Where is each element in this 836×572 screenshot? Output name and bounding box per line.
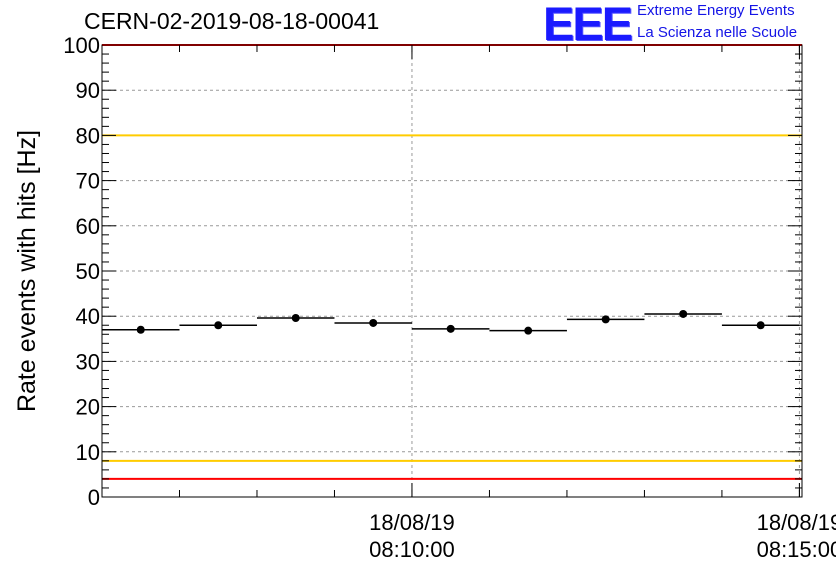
y-tick-label: 50	[76, 259, 100, 284]
data-point	[291, 314, 300, 323]
y-tick-label: 30	[76, 349, 100, 374]
reference-lines	[102, 44, 802, 480]
x-tick-label-date: 18/08/19	[369, 510, 455, 535]
data-point	[214, 321, 223, 330]
y-tick-label: 40	[76, 304, 100, 329]
y-tick-label: 100	[63, 33, 100, 58]
data-series	[102, 309, 800, 335]
logo-subtitle-2: La Scienza nelle Scuole	[637, 24, 798, 41]
data-point	[524, 326, 533, 335]
y-tick-label: 0	[88, 485, 100, 510]
x-tick-label-date: 18/08/19	[757, 510, 836, 535]
y-tick-label: 80	[76, 123, 100, 148]
data-point	[756, 321, 765, 330]
data-point	[136, 325, 145, 334]
x-tick-label-time: 08:15:00	[757, 537, 836, 562]
y-tick-label: 20	[76, 395, 100, 420]
grid-lines	[102, 45, 802, 497]
y-tick-label: 10	[76, 440, 100, 465]
y-tick-label: 60	[76, 214, 100, 239]
eee-logo: EEE	[543, 0, 633, 50]
logo-subtitle-1: Extreme Energy Events	[637, 2, 795, 19]
data-point	[601, 315, 610, 324]
y-tick-label: 70	[76, 169, 100, 194]
y-axis-label: Rate events with hits [Hz]	[13, 130, 41, 412]
run-title: CERN-02-2019-08-18-00041	[84, 8, 380, 34]
tick-labels: 010203040506070809010018/08/1908:10:0018…	[63, 33, 836, 562]
y-tick-label: 90	[76, 78, 100, 103]
x-tick-label-time: 08:10:00	[369, 537, 455, 562]
data-point	[679, 309, 688, 318]
data-point	[446, 324, 455, 333]
axis-ticks	[101, 44, 802, 498]
data-point	[369, 318, 378, 327]
